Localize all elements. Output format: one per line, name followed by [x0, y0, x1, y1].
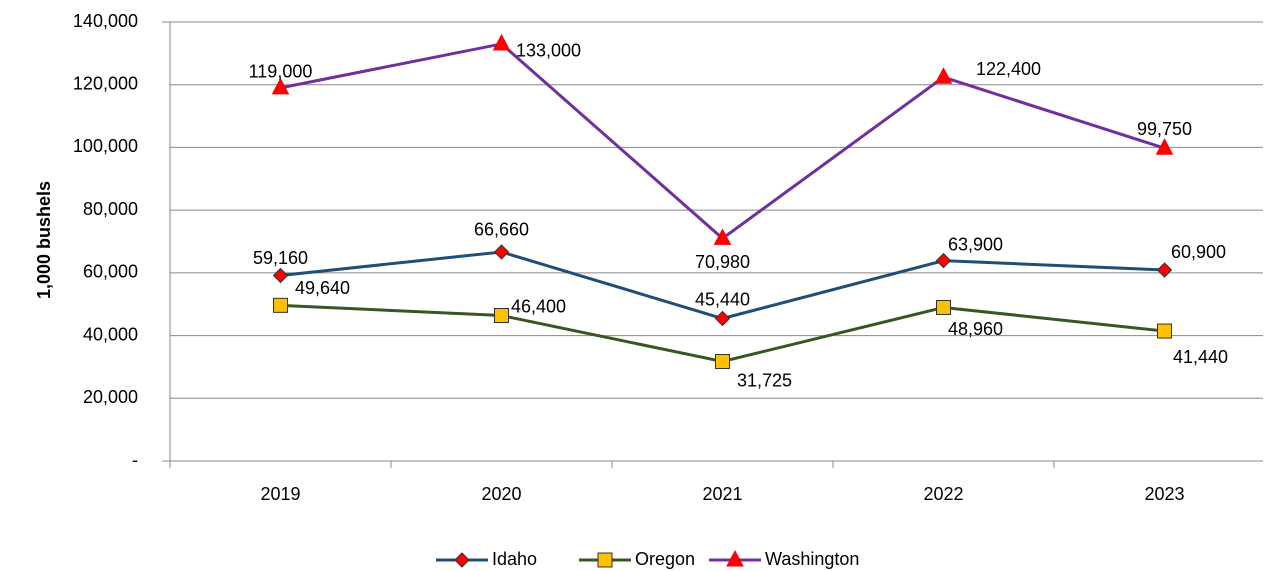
- marker: [492, 33, 511, 51]
- x-tick-label: 2023: [1144, 484, 1184, 504]
- data-label: 59,160: [253, 248, 308, 268]
- marker: [936, 299, 951, 315]
- data-label: 70,980: [695, 252, 750, 272]
- marker: [1155, 138, 1174, 155]
- data-label: 46,400: [511, 296, 566, 316]
- data-label: 99,750: [1137, 119, 1192, 139]
- legend-marker: [454, 552, 470, 568]
- x-tick-label: 2019: [260, 484, 300, 504]
- y-axis-title: 1,000 bushels: [34, 181, 54, 299]
- marker: [1156, 262, 1173, 278]
- legend-marker: [597, 552, 613, 568]
- y-tick-label: 80,000: [83, 199, 138, 219]
- y-tick-label: -: [132, 450, 138, 470]
- x-tick-label: 2021: [702, 484, 742, 504]
- legend-marker: [726, 549, 744, 567]
- data-label: 66,660: [474, 220, 529, 240]
- marker: [714, 310, 731, 327]
- y-tick-label: 20,000: [83, 387, 138, 407]
- marker: [934, 67, 953, 84]
- marker: [272, 267, 289, 284]
- y-tick-label: 40,000: [83, 324, 138, 344]
- data-label: 41,440: [1173, 347, 1228, 367]
- marker: [494, 308, 509, 324]
- data-label: 48,960: [948, 319, 1003, 339]
- marker: [713, 228, 732, 245]
- data-label: 133,000: [516, 41, 581, 61]
- legend-label: Oregon: [635, 549, 695, 569]
- data-label: 49,640: [295, 278, 350, 298]
- data-label: 60,900: [1171, 242, 1226, 262]
- data-label: 31,725: [737, 370, 792, 390]
- legend-label: Washington: [765, 549, 859, 569]
- data-label: 63,900: [948, 234, 1003, 254]
- marker: [715, 354, 730, 370]
- data-label: 45,440: [695, 289, 750, 309]
- y-tick-label: 120,000: [73, 73, 138, 93]
- y-tick-label: 100,000: [73, 136, 138, 156]
- marker: [273, 297, 288, 313]
- marker: [271, 77, 290, 95]
- y-tick-label: 140,000: [73, 11, 138, 31]
- marker: [1157, 323, 1172, 339]
- y-tick-label: 60,000: [83, 262, 138, 282]
- data-label: 119,000: [249, 62, 313, 82]
- marker: [493, 244, 510, 260]
- x-tick-label: 2022: [923, 484, 963, 504]
- marker: [935, 252, 952, 269]
- data-label: 122,400: [976, 59, 1041, 79]
- x-tick-label: 2020: [481, 484, 521, 504]
- legend-label: Idaho: [492, 549, 537, 569]
